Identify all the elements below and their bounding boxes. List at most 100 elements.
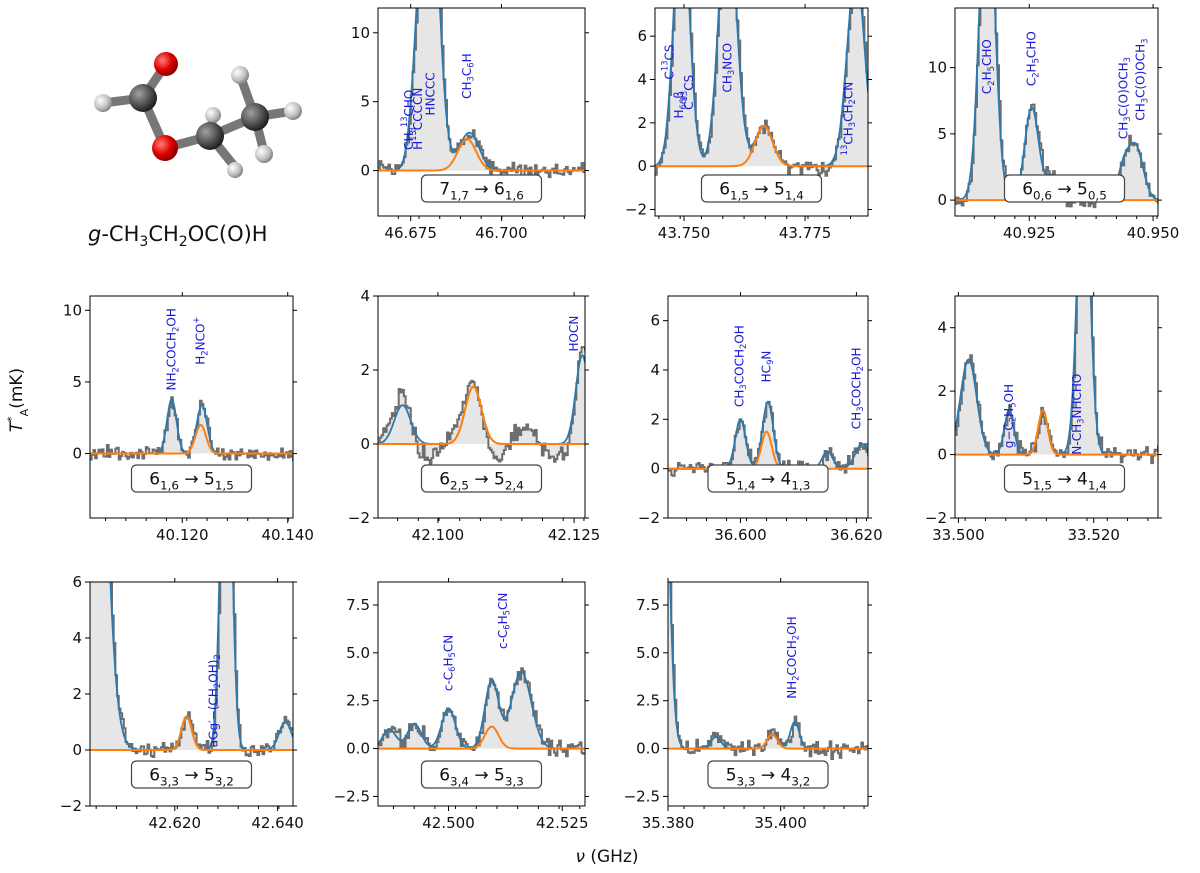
transition-label: 51,5 → 41,4 — [1022, 470, 1107, 493]
line-label: H66β — [672, 91, 688, 118]
x-tick-label: 42.500 — [422, 814, 475, 832]
transition-box — [420, 464, 543, 493]
line-label: N-CH3NHCHO — [1069, 374, 1085, 455]
observed-fill — [90, 397, 293, 462]
y-tick-label: 2 — [937, 382, 947, 400]
transition-label: 63,4 → 53,3 — [439, 766, 524, 789]
y-tick-label: 2 — [360, 361, 370, 379]
x-tick-label: 42.640 — [251, 814, 304, 832]
y-tick-label: 6 — [637, 27, 647, 45]
line-label: H13CCCCN — [408, 88, 425, 150]
x-axis-label: ν (GHz) — [575, 847, 638, 867]
carbon-atom — [241, 103, 269, 131]
y-tick-label: 5.0 — [346, 644, 370, 662]
spectrum-panel: 42.100 42.125 −2 0 2 4 HOCN 62,5 → 52,4 — [348, 287, 600, 544]
x-tick-label: 42.620 — [149, 814, 202, 832]
y-tick-label: −2 — [348, 509, 370, 527]
transition-box — [1003, 464, 1126, 493]
y-tick-label: 6 — [650, 312, 660, 330]
hydrogen-atom — [94, 94, 112, 112]
molecule-model-curve — [668, 733, 868, 750]
line-label: HC9N — [759, 351, 775, 383]
transition-label: 53,3 → 43,2 — [726, 766, 811, 789]
y-tick-label: 4 — [650, 361, 660, 379]
y-tick-label: 4 — [637, 71, 647, 89]
y-tick-label: 5 — [937, 125, 947, 143]
molecule-caption-prefix: g — [88, 222, 102, 246]
line-label: CH313CHO — [399, 90, 417, 150]
y-tick-label: −2.5 — [624, 787, 660, 805]
x-tick-label: 33.500 — [932, 526, 985, 544]
y-tick-label: 0 — [637, 157, 647, 175]
y-tick-label: 0 — [72, 741, 82, 759]
x-tick-label: 33.520 — [1067, 526, 1120, 544]
transition-label: 61,5 → 51,4 — [719, 180, 804, 203]
observed-fill — [955, 8, 1158, 208]
y-tick-label: −2 — [638, 509, 660, 527]
line-label: C2H5CHO — [1024, 31, 1040, 86]
transition-box — [420, 760, 543, 789]
line-label: CH3C6H — [459, 53, 475, 99]
x-tick-label: 40.120 — [156, 526, 209, 544]
line-label: NH2COCH2OH — [164, 308, 180, 390]
x-tick-label: 40.140 — [261, 526, 314, 544]
y-tick-label: 10 — [351, 24, 370, 42]
x-tick-label: 36.600 — [714, 526, 767, 544]
y-tick-label: −2.5 — [334, 787, 370, 805]
transition-box — [700, 174, 823, 203]
x-tick-label: 40.925 — [1003, 224, 1056, 242]
x-tick-label: 43.750 — [658, 224, 711, 242]
observed-fill — [378, 668, 585, 757]
line-label: aGg′−(CH2OH)2 — [206, 654, 222, 747]
line-label: 13CH3CH2CN — [838, 82, 856, 156]
y-tick-label: 4 — [72, 629, 82, 647]
molecule-model-curve — [90, 715, 293, 751]
hydrogen-atom — [205, 107, 221, 123]
panel-frame — [654, 7, 869, 217]
observed-fill — [655, 8, 868, 176]
y-tick-label: −2 — [60, 797, 82, 815]
molecule-model-curve — [955, 408, 1158, 456]
y-tick-label: −2 — [625, 201, 647, 219]
observed-fill — [378, 8, 585, 182]
y-tick-label: 4 — [937, 319, 947, 337]
molecule-model-image — [94, 52, 302, 178]
panel-frame — [954, 7, 1159, 217]
line-label: H2NCO+ — [190, 317, 208, 365]
x-tick-label: 46.700 — [475, 224, 528, 242]
y-tick-label: 0 — [937, 446, 947, 464]
y-tick-label: −2 — [925, 509, 947, 527]
spectrum-panel: 40.120 40.140 0 5 10 NH2COCH2OH H2NCO+ 61,6 → 5… — [63, 292, 314, 544]
y-tick-label: 6 — [72, 573, 82, 591]
panel-frame — [954, 295, 1159, 519]
y-tick-label: 0 — [360, 162, 370, 180]
molecule-model-curve — [378, 725, 585, 750]
y-tick-label: 4 — [360, 287, 370, 305]
line-label: HNCCC — [423, 72, 437, 115]
x-tick-label: 42.100 — [412, 526, 465, 544]
spectrum-panel: 42.620 42.640 −2 0 2 4 6 aGg′−(CH2OH)2 63,3 → 53… — [60, 573, 304, 832]
hydrogen-atom — [284, 102, 302, 120]
transition-label: 71,7 → 61,6 — [439, 180, 524, 203]
line-label: NH2COCH2OH — [784, 616, 800, 698]
panel-frame — [667, 581, 869, 807]
transition-label: 51,4 → 41,3 — [726, 470, 811, 493]
hydrogen-atom — [231, 66, 249, 84]
y-tick-label: 7.5 — [636, 596, 660, 614]
transition-box — [707, 464, 829, 493]
line-label: C13CS — [679, 75, 696, 110]
y-tick-label: 0.0 — [346, 740, 370, 758]
line-label: C13CS — [659, 44, 676, 79]
spectrum-panel: 42.500 42.525 −2.5 0.0 2.5 5.0 7.5 c-C6H5CN c-C6… — [334, 578, 589, 832]
line-label: c-C6H5CN — [496, 593, 512, 649]
molecule-model-curve — [378, 385, 585, 445]
x-tick-label: 42.125 — [548, 526, 601, 544]
y-tick-label: 10 — [928, 59, 947, 77]
transition-box — [420, 174, 543, 203]
line-label: CH3COCH2OH — [732, 325, 748, 407]
observed-spectrum — [378, 346, 585, 465]
spectrum-panel: 33.500 33.520 −2 0 2 4 g−C2H5OH N-CH3NHCHO 51,5 … — [925, 292, 1162, 544]
y-tick-label: 0 — [937, 191, 947, 209]
